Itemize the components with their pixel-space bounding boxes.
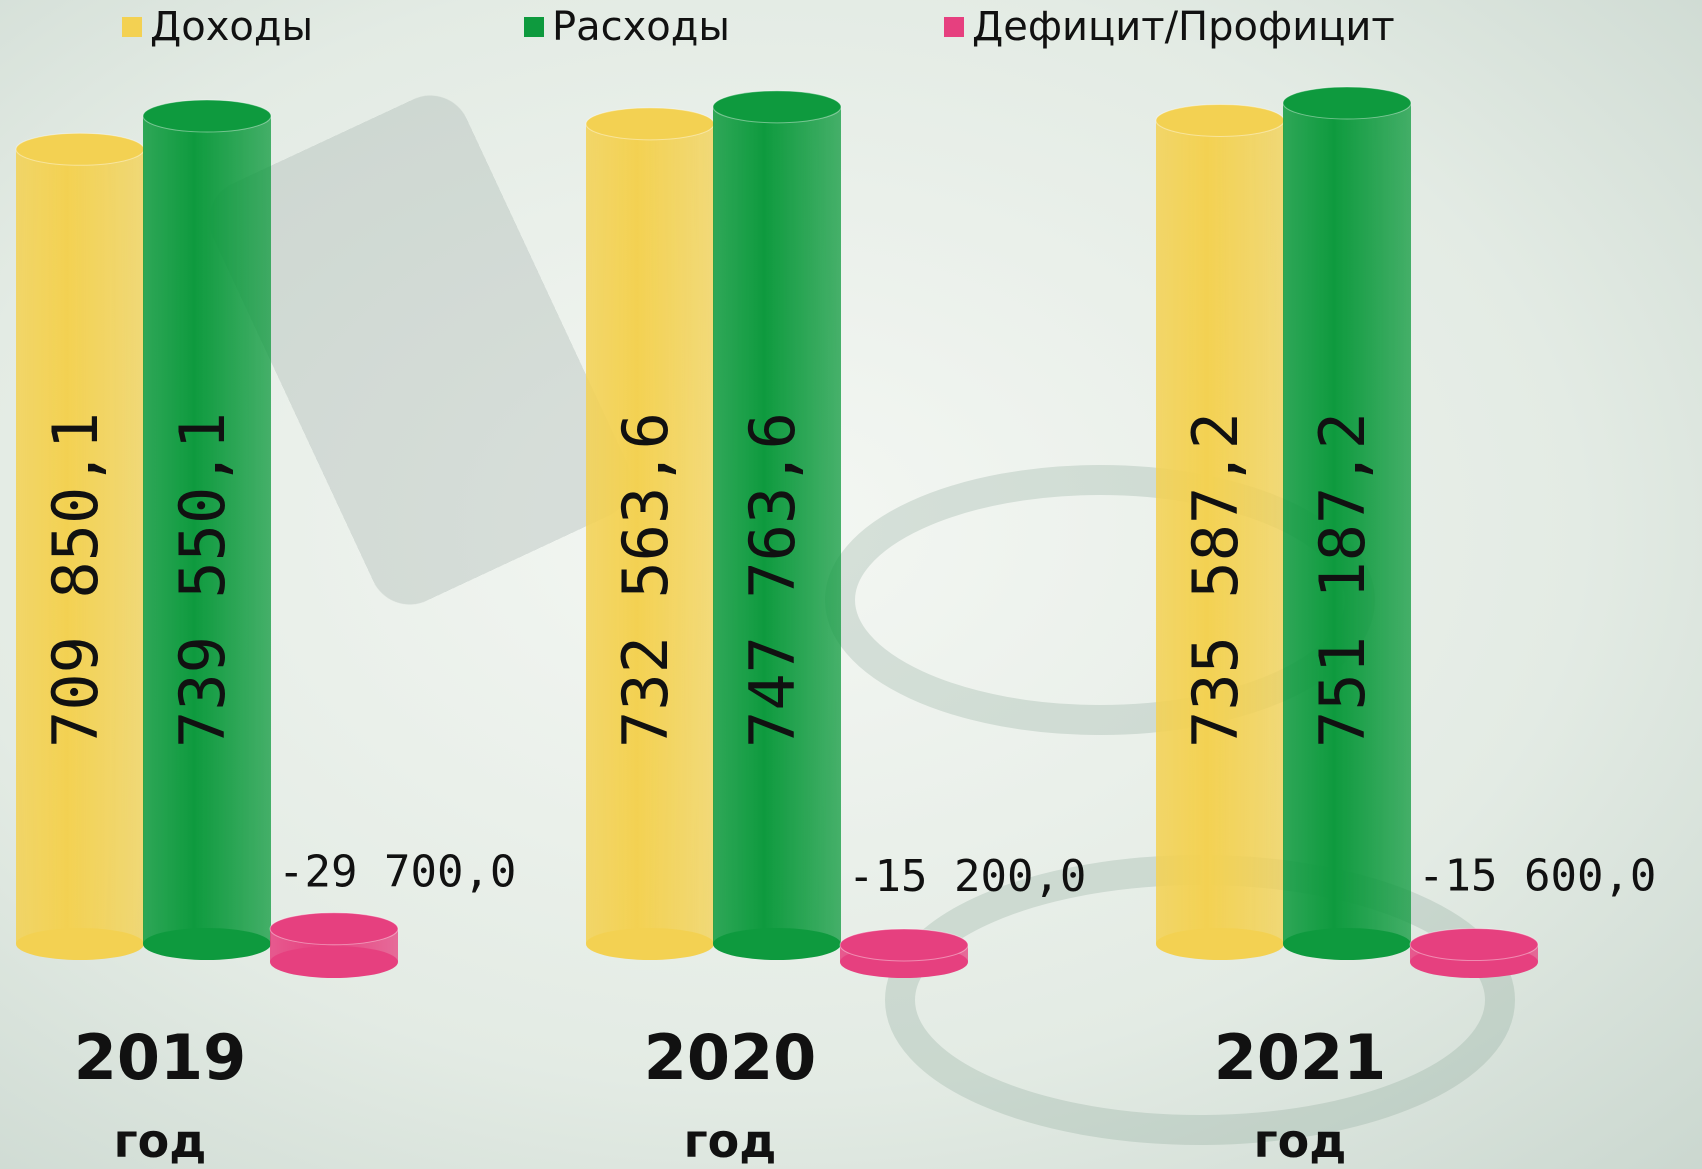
bar-top <box>1155 103 1285 137</box>
x-tick-label: 2021 год <box>1214 1021 1387 1167</box>
value-label: 732 563,6 <box>609 412 682 748</box>
bar-top <box>585 107 715 141</box>
bar <box>1156 120 1284 945</box>
bar-top <box>1282 86 1412 120</box>
bar <box>143 116 271 944</box>
value-label: -15 600,0 <box>1418 851 1656 902</box>
bar <box>16 149 144 944</box>
value-label: 739 550,1 <box>166 412 239 748</box>
value-label: 709 850,1 <box>39 412 112 748</box>
legend-swatch <box>122 17 142 37</box>
legend-label: Доходы <box>150 4 313 50</box>
bar-top <box>839 928 969 962</box>
bar-top <box>142 99 272 133</box>
bar-top <box>1409 928 1539 962</box>
bar-top <box>269 912 399 946</box>
value-label: 735 587,2 <box>1179 412 1252 748</box>
value-label: 747 763,6 <box>736 412 809 748</box>
legend-swatch <box>944 17 964 37</box>
legend-label: Дефицит/Профицит <box>972 4 1395 50</box>
bar <box>586 123 714 944</box>
bar <box>1283 103 1411 944</box>
bar-top <box>712 90 842 124</box>
bar <box>713 106 841 944</box>
legend-swatch <box>524 17 544 37</box>
bar-top <box>15 132 145 166</box>
value-label: 751 187,2 <box>1306 412 1379 748</box>
x-tick-label: 2020 год <box>644 1021 817 1167</box>
x-tick-label: 2019 год <box>74 1021 247 1167</box>
legend-label: Расходы <box>552 4 730 50</box>
value-label: -29 700,0 <box>278 847 516 898</box>
value-label: -15 200,0 <box>848 851 1086 902</box>
